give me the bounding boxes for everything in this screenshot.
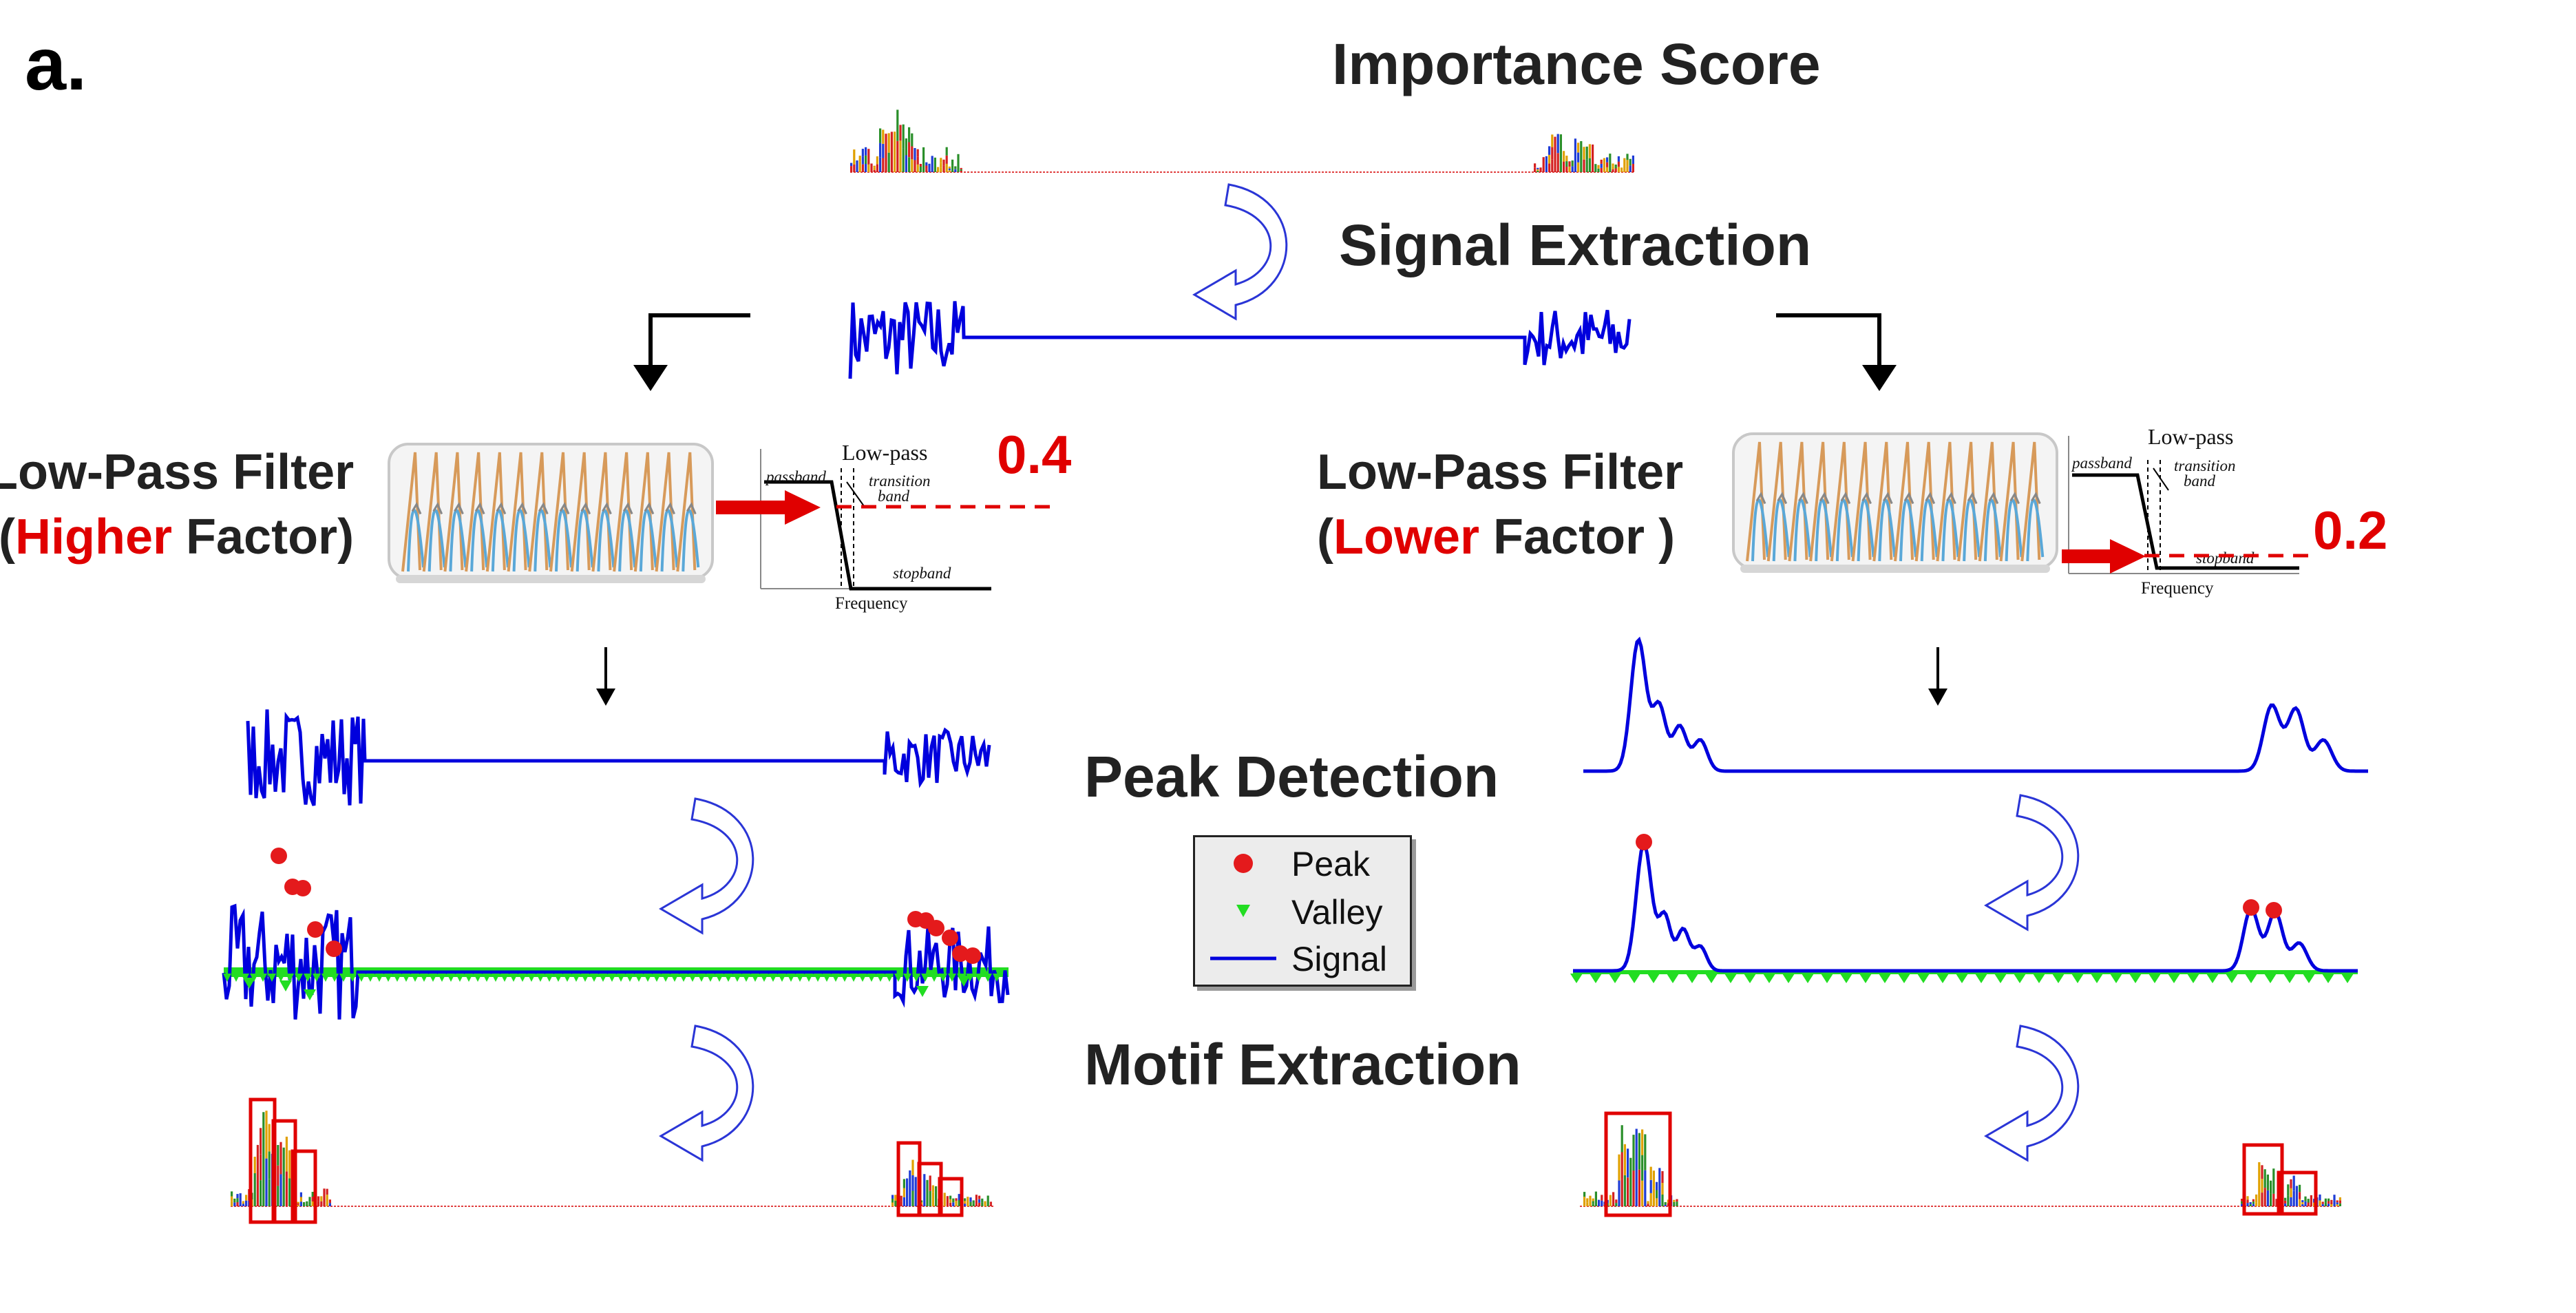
sequence-logo-right [1534, 134, 1634, 172]
filter-passband-label-right: passband [2071, 454, 2132, 472]
legend-label-peak: Peak [1291, 845, 1370, 883]
signal-waves-image-left [388, 443, 714, 583]
filter-stopband-label-right: stopband [2196, 549, 2255, 567]
importance-score-title: Importance Score [1332, 32, 1821, 96]
filter-stopband-label-left: stopband [893, 565, 951, 582]
filter-transition-label-right: transition [2174, 457, 2235, 474]
legend-label-valley: Valley [1291, 893, 1383, 932]
legend-item-valley: Valley [1195, 891, 1410, 932]
peak-markers-left [271, 848, 981, 964]
motif-box [938, 1177, 964, 1217]
low-pass-filter-plot-left: Low-pass passband transition band stopba… [716, 440, 1050, 613]
factor-value-right: 0.2 [2313, 500, 2388, 560]
filter-band-label-left: band [878, 487, 910, 505]
signal-line-icon [1210, 956, 1276, 960]
panel-letter: a. [25, 22, 87, 105]
peak-detection-track-right [1570, 834, 2358, 983]
filter-plot-title-right: Low-pass [2148, 424, 2233, 449]
peak-markers-right [1636, 834, 2282, 918]
factor-value-left: 0.4 [997, 424, 1072, 485]
factor-word-right: Factor ) [1479, 510, 1676, 565]
motif-box [2277, 1170, 2318, 1216]
peak-detection-track-left [222, 848, 1010, 1020]
filter-factor-caption-right: (Lower Factor ) [1317, 505, 1675, 569]
motif-box [2242, 1143, 2284, 1216]
filtered-signal-right [1583, 636, 2368, 773]
factor-word-left: Factor) [172, 510, 355, 565]
motif-box [271, 1119, 297, 1224]
motif-box [291, 1149, 317, 1224]
signal-waves-image-right [1732, 432, 2058, 573]
motif-extraction-title: Motif Extraction [1084, 1032, 1521, 1097]
motif-box [1604, 1111, 1672, 1217]
signal-extraction-title: Signal Extraction [1339, 213, 1812, 277]
legend: Peak Valley Signal [1193, 835, 1412, 987]
filter-transition-label-left: transition [869, 472, 930, 490]
open-paren-left: ( [0, 510, 15, 565]
filter-xlabel-left: Frequency [835, 594, 908, 613]
filter-plot-title-left: Low-pass [842, 440, 927, 465]
valley-markers-right [1570, 974, 2354, 983]
lower-highlight: Lower [1333, 510, 1480, 565]
low-pass-filter-plot-right: Low-pass passband transition band stopba… [2062, 424, 2316, 598]
filter-band-label-right: band [2184, 472, 2216, 490]
branch-arrow-left [633, 313, 750, 391]
legend-item-signal: Signal [1195, 938, 1410, 979]
down-arrow-right [1928, 647, 1947, 706]
filter-factor-caption-left: (Higher Factor) [0, 505, 354, 569]
filter-xlabel-right: Frequency [2141, 579, 2214, 598]
importance-score-track [850, 109, 1635, 173]
down-arrow-left [596, 647, 615, 706]
branch-arrow-right [1776, 313, 1897, 391]
extracted-signal-track [848, 301, 1632, 379]
peak-signal-right [1573, 841, 2358, 973]
legend-label-signal: Signal [1291, 940, 1387, 978]
valley-marker-icon [1236, 905, 1250, 917]
open-paren-right: ( [1317, 510, 1333, 565]
peak-marker-icon [1234, 854, 1253, 873]
higher-highlight: Higher [14, 510, 173, 565]
legend-item-peak: Peak [1195, 843, 1410, 884]
filter-passband-label-left: passband [765, 468, 826, 485]
peak-detection-title: Peak Detection [1084, 744, 1499, 809]
sequence-logo-left [850, 109, 962, 172]
low-pass-filter-title-left: Low-Pass Filter [0, 445, 355, 500]
valley-markers-left [223, 974, 1001, 1000]
filtered-signal-left [246, 709, 991, 806]
low-pass-filter-title-right: Low-Pass Filter [1317, 445, 1684, 500]
motif-extraction-track-right [1580, 1111, 2341, 1217]
motif-extraction-track-left [231, 1097, 995, 1224]
extracted-signal-line [848, 301, 1632, 379]
peak-signal-left [222, 903, 1010, 1020]
